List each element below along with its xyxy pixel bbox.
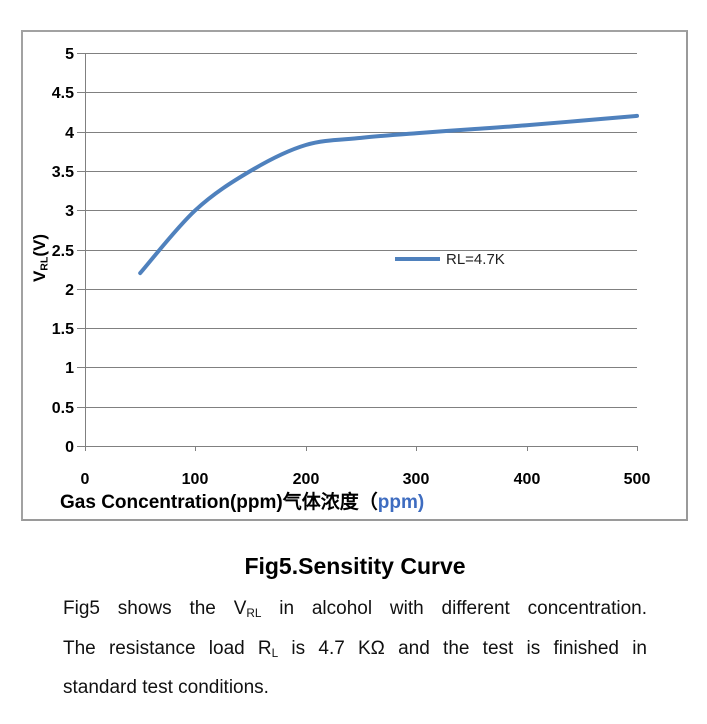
y-axis-title-main: V: [30, 270, 49, 283]
y-tick-label: 5: [65, 46, 74, 63]
x-tick-label: 300: [403, 471, 430, 488]
y-tick-label: 3.5: [52, 164, 74, 181]
y-tick-label: 1.5: [52, 321, 74, 338]
x-axis-title-unit: ppm): [377, 492, 425, 513]
y-axis-title-unit: (V): [30, 233, 49, 257]
y-tick-label: 2.5: [52, 243, 74, 260]
x-axis-title: Gas Concentration(ppm)气体浓度（ppm): [60, 491, 424, 515]
x-axis-title-main: Gas Concentration(ppm)气体浓度（: [60, 492, 378, 513]
y-tick-label: 1: [65, 360, 74, 377]
x-tick-label: 400: [514, 471, 541, 488]
caption-subscript: RL: [246, 606, 262, 620]
legend-label: RL=4.7K: [446, 250, 505, 268]
legend: RL=4.7K: [395, 250, 505, 268]
x-tick-label: 500: [624, 471, 651, 488]
plot-svg: 0 0.5 1 1.5 2 2.5 3 3.5 4 4.5 5 0 100 200 300 400 500: [52, 46, 651, 488]
figure-title: Fig5.Sensitity Curve: [244, 553, 466, 579]
y-tick-label: 4.5: [52, 85, 74, 102]
caption-text: Fig5 shows the V: [63, 598, 247, 619]
y-tick-label: 4: [65, 125, 74, 142]
caption-text: is 4.7 KΩ and the test is finished in: [278, 638, 647, 659]
x-tick-label: 200: [293, 471, 320, 488]
series-curve: [138, 113, 639, 276]
y-tick-label: 0: [65, 439, 74, 456]
caption-line-2: The resistance load RL is 4.7 KΩ and the…: [63, 636, 647, 667]
x-tick-label: 100: [182, 471, 209, 488]
y-tick-label: 0.5: [52, 400, 74, 417]
legend-line-swatch: [395, 257, 440, 261]
x-tick-label: 0: [81, 471, 90, 488]
chart-frame: 0 0.5 1 1.5 2 2.5 3 3.5 4 4.5 5 0 100 200 300 400 500 VR…: [21, 30, 688, 521]
caption-text: The resistance load R: [63, 638, 272, 659]
caption-subscript: L: [271, 646, 279, 660]
caption-text: in alcohol with different concentration.: [261, 598, 647, 619]
caption-line-3: standard test conditions.: [63, 677, 269, 698]
y-axis-title-subscript: RL: [38, 256, 51, 271]
y-tick-label: 2: [65, 282, 74, 299]
caption-line-1: Fig5 shows the VRL in alcohol with diffe…: [63, 596, 647, 627]
y-tick-label: 3: [65, 203, 74, 220]
y-axis-title: VRL(V): [29, 202, 51, 314]
